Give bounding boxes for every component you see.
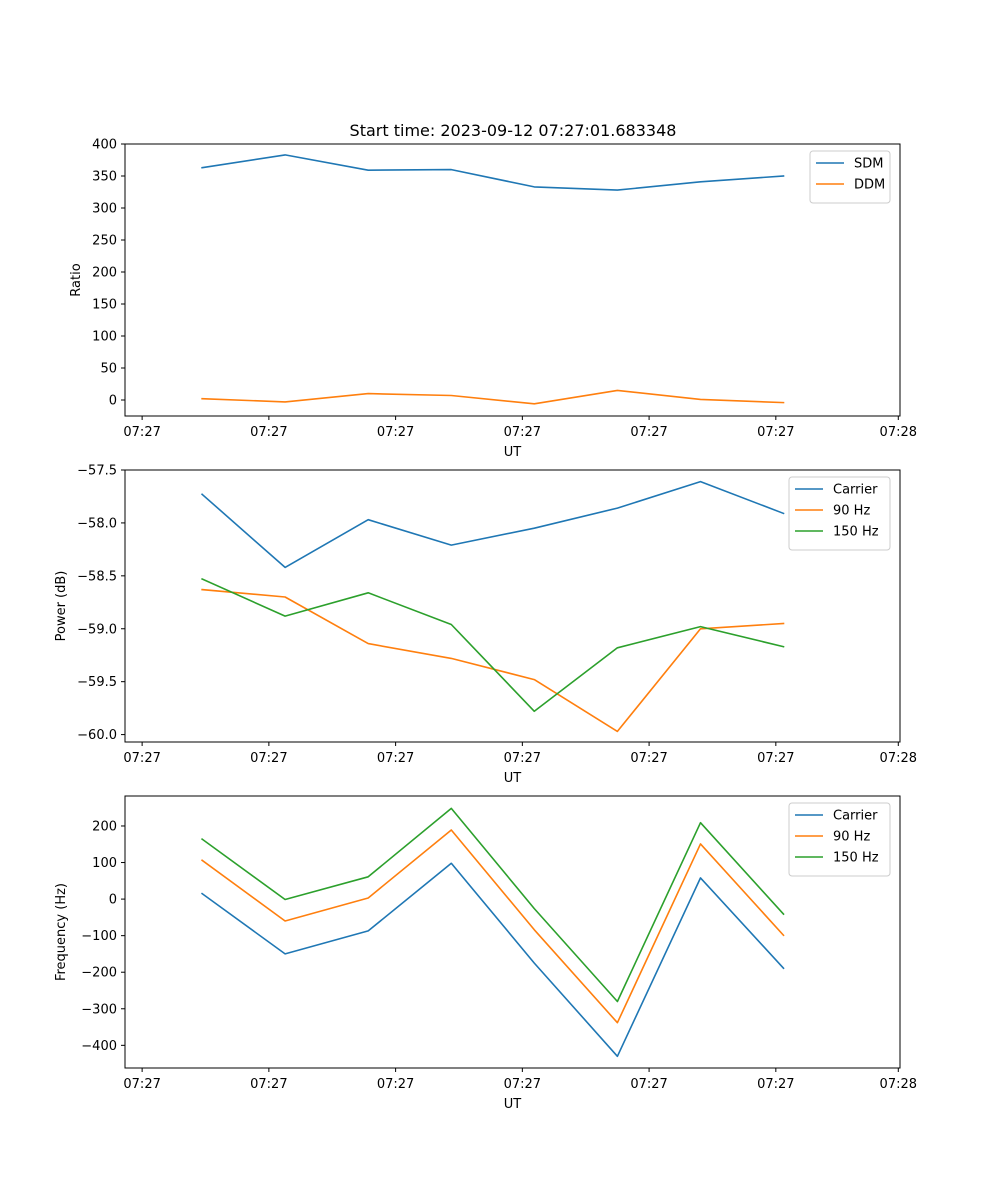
x-tick-label: 07:27 <box>504 425 541 440</box>
series-line-150-hz <box>200 807 785 1003</box>
legend-label: 90 Hz <box>833 504 870 519</box>
y-tick-label: −57.5 <box>77 464 117 479</box>
x-tick-label: 07:28 <box>880 751 917 766</box>
x-tick-label: 07:28 <box>880 425 917 440</box>
x-tick-label: 07:27 <box>757 751 794 766</box>
x-tick-label: 07:27 <box>504 1077 541 1092</box>
y-tick-label: 400 <box>92 138 117 153</box>
x-tick-label: 07:27 <box>630 751 667 766</box>
y-tick-label: −59.5 <box>77 675 117 690</box>
x-tick-label: 07:27 <box>123 425 160 440</box>
x-tick-label: 07:27 <box>757 1077 794 1092</box>
legend-label: SDM <box>854 157 883 172</box>
x-tick-label: 07:27 <box>123 751 160 766</box>
legend-label: 90 Hz <box>833 830 870 845</box>
x-tick-label: 07:27 <box>123 1077 160 1092</box>
x-tick-label: 07:27 <box>250 425 287 440</box>
x-tick-label: 07:27 <box>757 425 794 440</box>
y-axis-label: Power (dB) <box>54 571 69 642</box>
y-tick-label: −400 <box>81 1039 117 1054</box>
chart-panel-1: 0 50 100 150 200 250 300 350 400 07:27 07:27 07:27 0… <box>69 138 917 461</box>
legend-label: DDM <box>854 178 885 193</box>
series-line-carrier <box>200 480 785 569</box>
legend-label: Carrier <box>833 809 878 824</box>
y-tick-label: −300 <box>81 1002 117 1017</box>
y-tick-label: 250 <box>92 234 117 249</box>
x-tick-label: 07:27 <box>630 425 667 440</box>
figure-title: Start time: 2023-09-12 07:27:01.683348 <box>350 121 677 140</box>
y-tick-label: 200 <box>92 819 117 834</box>
x-tick-label: 07:27 <box>377 425 414 440</box>
legend: SDM DDM <box>809 150 891 204</box>
axes-frame <box>124 143 901 417</box>
x-tick-label: 07:27 <box>377 751 414 766</box>
series-line-150-hz <box>201 577 785 713</box>
x-axis-label: UT <box>504 1097 522 1112</box>
x-tick-label: 07:27 <box>250 1077 287 1092</box>
y-axis-label: Ratio <box>69 263 84 296</box>
y-tick-label: 350 <box>92 170 117 185</box>
x-tick-label: 07:27 <box>630 1077 667 1092</box>
series-line-90-hz <box>200 829 785 1024</box>
x-tick-label: 07:27 <box>377 1077 414 1092</box>
y-tick-label: 100 <box>92 330 117 345</box>
legend-frame <box>809 150 891 204</box>
y-tick-label: 100 <box>92 856 117 871</box>
y-tick-label: 50 <box>100 362 117 377</box>
y-tick-label: 150 <box>92 298 117 313</box>
chart-panel-3: −400 −300 −200 −100 0 100 200 07:27 07:27 07:27 07… <box>54 795 917 1112</box>
y-tick-label: −59.0 <box>77 622 117 637</box>
legend-label: Carrier <box>833 483 878 498</box>
y-tick-label: −60.0 <box>77 728 117 743</box>
axes-frame <box>124 795 901 1069</box>
legend: Carrier 90 Hz 150 Hz <box>788 802 891 877</box>
x-tick-label: 07:27 <box>250 751 287 766</box>
chart-panel-2: −60.0 −59.5 −59.0 −58.5 −58.0 −57.5 07:27 07:27… <box>54 464 917 787</box>
y-tick-label: −100 <box>81 929 117 944</box>
legend: Carrier 90 Hz 150 Hz <box>788 476 891 551</box>
legend-label: 150 Hz <box>833 851 879 866</box>
legend-label: 150 Hz <box>833 525 879 540</box>
series-line-carrier <box>200 862 785 1058</box>
x-tick-label: 07:27 <box>504 751 541 766</box>
y-tick-label: −200 <box>81 966 117 981</box>
y-tick-label: 300 <box>92 202 117 217</box>
x-tick-label: 07:28 <box>880 1077 917 1092</box>
y-tick-label: 200 <box>92 266 117 281</box>
series-line-ddm <box>201 389 785 405</box>
y-axis-label: Frequency (Hz) <box>54 883 69 981</box>
y-tick-label: −58.0 <box>77 516 117 531</box>
x-axis-label: UT <box>504 771 522 786</box>
y-tick-label: −58.5 <box>77 569 117 584</box>
y-tick-label: 0 <box>109 893 117 908</box>
y-tick-label: 0 <box>109 394 117 409</box>
series-line-sdm <box>201 154 785 191</box>
axes-frame <box>124 469 901 743</box>
x-axis-label: UT <box>504 445 522 460</box>
charts-container: 0 50 100 150 200 250 300 350 400 07:27 07:27 07:27 0… <box>54 138 917 1113</box>
